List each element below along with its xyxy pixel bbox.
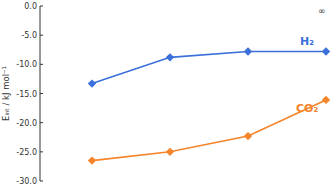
y-tick-label: -30.0 [16, 177, 37, 186]
y-tick [40, 93, 43, 94]
y-tick [40, 6, 43, 7]
y-tick [40, 181, 43, 182]
marker [244, 47, 252, 55]
y-tick-label: -15.0 [16, 90, 37, 99]
y-tick [40, 64, 43, 65]
chart: 0.0 -5.0 -10.0 -15.0 -20.0 -25.0 -30.0 Eᵢₙₜ / k… [0, 0, 333, 189]
annotation: ∞ [318, 6, 326, 16]
y-tick [40, 122, 43, 123]
y-axis-label: Eᵢₙₜ / kJ mol⁻¹ [1, 66, 11, 121]
y-tick [40, 151, 43, 152]
marker [322, 47, 330, 55]
series-line [92, 100, 326, 161]
y-tick-label: -5.0 [21, 31, 37, 40]
marker [166, 148, 174, 156]
marker [88, 156, 96, 164]
y-tick-label: -25.0 [16, 148, 37, 157]
marker [166, 53, 174, 61]
marker [88, 79, 96, 87]
y-tick [40, 35, 43, 36]
y-tick-label: -20.0 [16, 119, 37, 128]
marker [322, 96, 330, 104]
marker [244, 132, 252, 140]
y-tick-label: -10.0 [16, 60, 37, 69]
series-label: CO₂ [296, 102, 318, 115]
plot-area [88, 47, 330, 164]
series-line [92, 52, 326, 84]
y-tick-label: 0.0 [24, 2, 37, 11]
series-label: H₂ [300, 35, 314, 48]
